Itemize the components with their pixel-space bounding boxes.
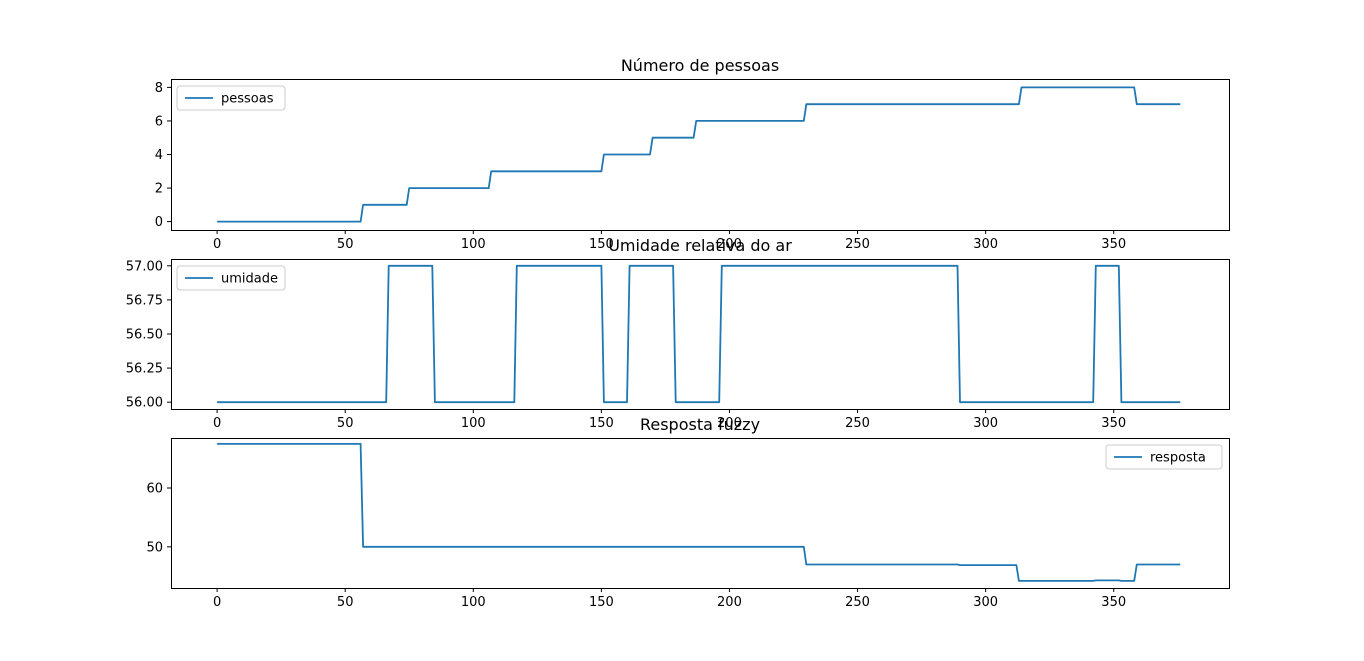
- x-tick-label: 150: [589, 416, 614, 431]
- y-tick-label: 6: [155, 114, 163, 129]
- x-tick-label: 100: [461, 237, 486, 252]
- y-tick-label: 56.25: [126, 362, 163, 377]
- legend: umidade: [176, 265, 286, 291]
- x-tick-label: 200: [717, 595, 742, 610]
- x-tick-label: 300: [973, 237, 998, 252]
- y-tick-label: 57.00: [126, 259, 163, 274]
- x-tick-label: 200: [717, 237, 742, 252]
- x-tick-label: 150: [589, 237, 614, 252]
- y-tick-label: 2: [155, 182, 163, 197]
- x-tick-label: 300: [973, 416, 998, 431]
- x-tick-label: 350: [1101, 595, 1126, 610]
- legend: pessoas: [176, 85, 286, 111]
- legend-label: resposta: [1150, 451, 1206, 466]
- x-tick-label: 100: [461, 595, 486, 610]
- y-tick-label: 4: [155, 148, 163, 163]
- x-tick-label: 350: [1101, 416, 1126, 431]
- y-tick-label: 60: [146, 482, 163, 497]
- x-tick-label: 350: [1101, 237, 1126, 252]
- chart-title: Umidade relativa do ar: [608, 236, 792, 255]
- x-tick-label: 50: [337, 237, 354, 252]
- chart-title: Número de pessoas: [621, 56, 779, 75]
- legend-box: [176, 85, 286, 111]
- x-tick-label: 0: [213, 237, 221, 252]
- series-line-umidade: [217, 264, 1181, 404]
- axes-frame: [171, 438, 1230, 589]
- x-tick-label: 150: [589, 595, 614, 610]
- y-tick-label: 0: [155, 215, 163, 230]
- x-tick-label: 50: [337, 416, 354, 431]
- series-line-resposta: [217, 442, 1181, 582]
- x-tick-label: 200: [717, 416, 742, 431]
- subplot-2: Umidade relativa do ar 0 50 100 150 200 250 300…: [126, 236, 1230, 431]
- subplot-1: Número de pessoas 0 50 100 150 200 250 300 350 0 2…: [155, 56, 1230, 252]
- y-tick-label: 50: [146, 540, 163, 555]
- x-tick-label: 0: [213, 416, 221, 431]
- chart-title: Resposta fuzzy: [640, 415, 760, 434]
- y-tick-label: 56.50: [126, 328, 163, 343]
- x-tick-label: 250: [845, 416, 870, 431]
- series-line-pessoas: [217, 86, 1181, 223]
- y-tick-label: 56.00: [126, 396, 163, 411]
- axes-frame: [171, 79, 1230, 231]
- axes-frame: [171, 259, 1230, 410]
- x-tick-label: 50: [337, 595, 354, 610]
- x-tick-label: 0: [213, 595, 221, 610]
- x-tick-label: 250: [845, 595, 870, 610]
- legend-box: [1105, 444, 1223, 470]
- legend-box: [176, 265, 286, 291]
- x-tick-label: 250: [845, 237, 870, 252]
- y-tick-label: 8: [155, 81, 163, 96]
- legend-label: umidade: [221, 272, 278, 287]
- x-tick-label: 100: [461, 416, 486, 431]
- legend-label: pessoas: [221, 92, 274, 107]
- x-tick-label: 300: [973, 595, 998, 610]
- y-tick-label: 56.75: [126, 293, 163, 308]
- legend: resposta: [1105, 444, 1223, 470]
- subplot-3: Resposta fuzzy 0 50 100 150 200 250 300 350 50 60 r…: [146, 415, 1230, 610]
